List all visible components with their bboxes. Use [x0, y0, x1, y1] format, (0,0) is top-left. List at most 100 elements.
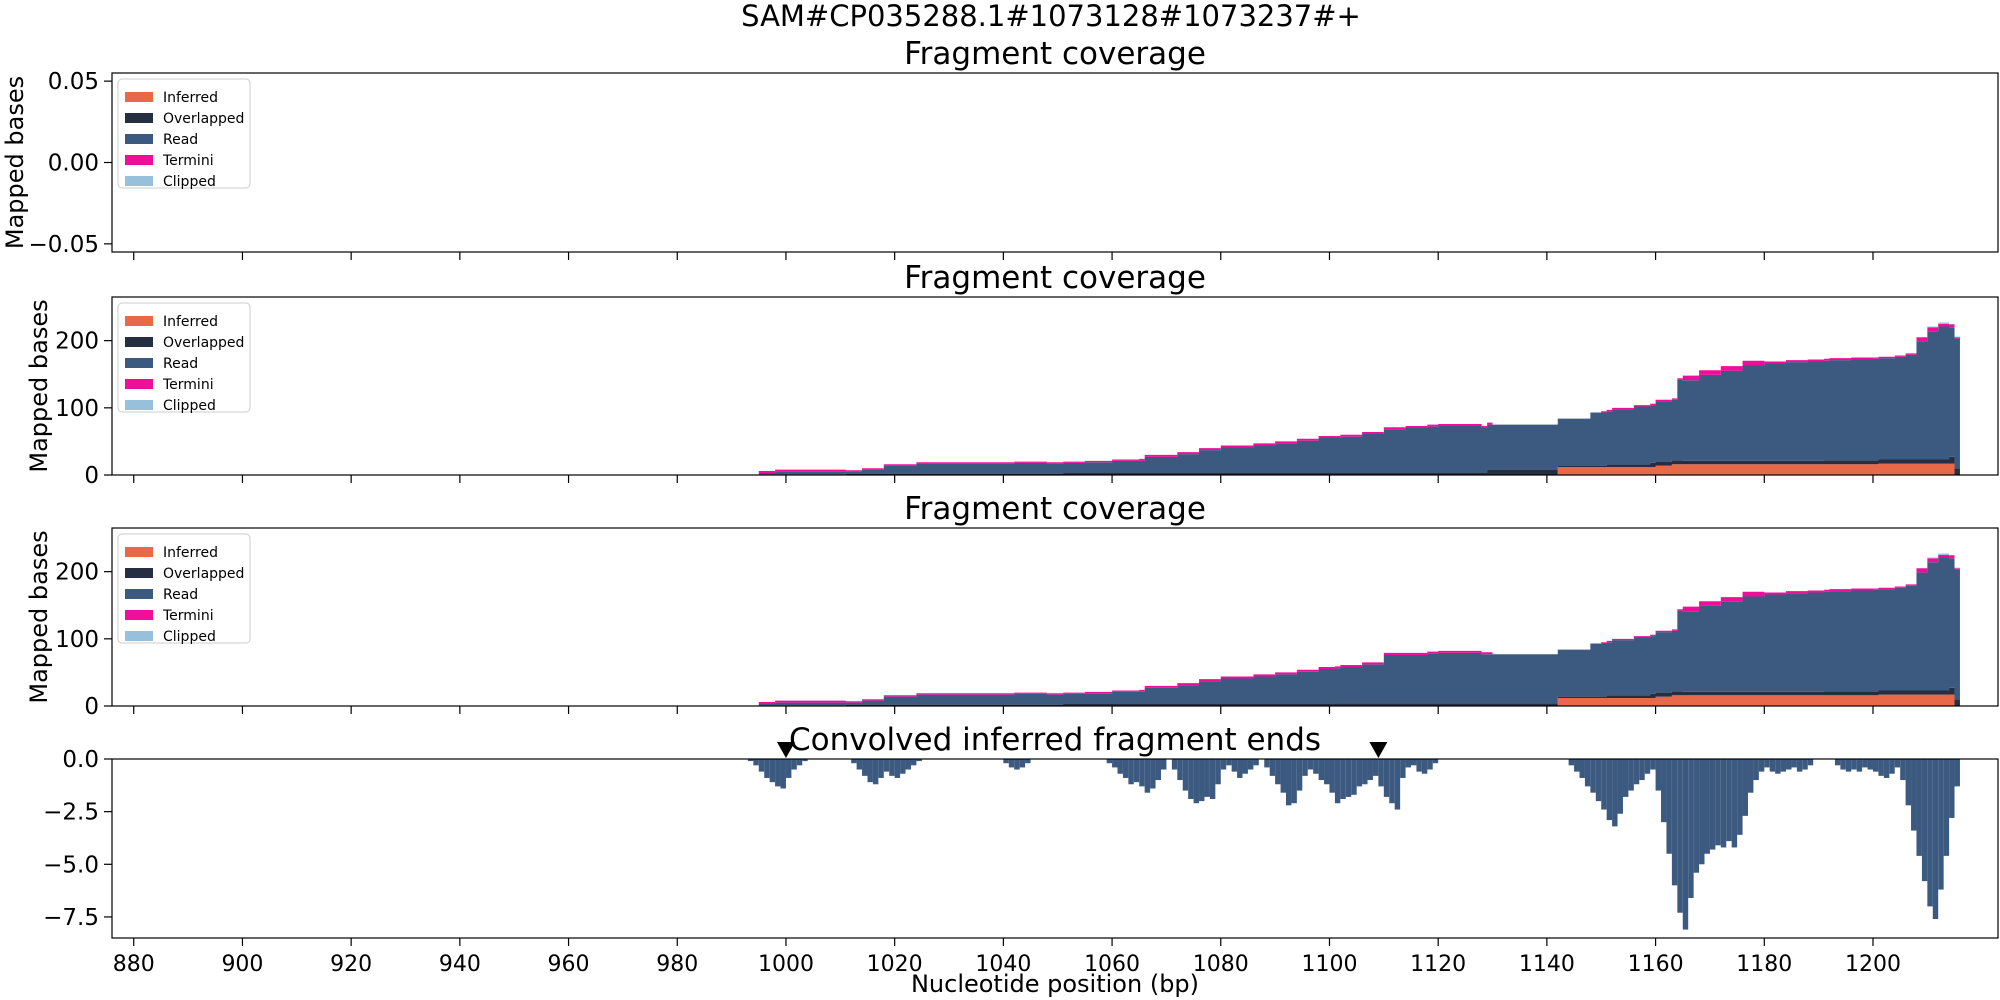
legend: Inferred Overlapped Read Termini Clipped: [117, 533, 251, 645]
legend-swatch-overlapped: [125, 337, 153, 347]
bar-1077: [1204, 759, 1210, 797]
bar-1183: [1780, 759, 1787, 772]
bar-1094: [1296, 759, 1303, 791]
x-tick-label: 1200: [1845, 952, 1901, 977]
plot-area: [747, 759, 1960, 930]
area-series-read: [731, 557, 1966, 706]
bar-1193: [1834, 759, 1841, 766]
bar-1178: [1753, 759, 1759, 781]
bar-1157: [1639, 759, 1645, 781]
bar-1149: [1595, 759, 1602, 802]
y-axis-label: Mapped bases: [25, 530, 53, 703]
x-tick-label: 1040: [975, 952, 1031, 977]
bar-1059: [1106, 759, 1113, 764]
bar-1148: [1590, 759, 1596, 793]
legend-label: Termini: [162, 608, 214, 624]
bar-1187: [1802, 759, 1808, 770]
bar-1185: [1791, 759, 1797, 768]
x-tick-label: 900: [221, 952, 263, 977]
bar-1079: [1215, 759, 1221, 785]
legend-swatch-read: [125, 134, 153, 144]
bar-1096: [1307, 759, 1314, 770]
figure-title: SAM#CP035288.1#1073128#1073237#+: [741, 0, 1361, 33]
bar-996: [764, 759, 770, 778]
x-tick-label: 1120: [1410, 952, 1466, 977]
axes-frame: [111, 758, 1999, 939]
bar-1209: [1921, 759, 1928, 882]
legend-label: Read: [163, 587, 198, 603]
bar-1147: [1584, 759, 1591, 787]
plot-area: [731, 322, 1966, 475]
bar-1118: [1427, 759, 1433, 770]
bar-1086: [1253, 759, 1259, 766]
legend-label: Termini: [162, 153, 214, 169]
bar-1093: [1291, 759, 1297, 804]
bar-1080: [1220, 759, 1227, 770]
bar-1205: [1900, 759, 1906, 781]
bar-1146: [1579, 759, 1585, 778]
legend-label: Overlapped: [163, 111, 244, 127]
bar-1199: [1867, 759, 1873, 770]
x-tick-label: 1180: [1736, 952, 1792, 977]
legend-swatch-inferred: [125, 316, 153, 326]
subplot-title: Fragment coverage: [904, 491, 1206, 527]
y-tick-label: 0: [84, 463, 99, 489]
bar-1022: [905, 759, 911, 770]
bar-1041: [1008, 759, 1015, 768]
bar-1145: [1574, 759, 1580, 772]
bar-1159: [1650, 759, 1656, 770]
bar-1000: [785, 759, 792, 778]
x-tick-label: 1000: [758, 952, 814, 977]
legend-swatch-overlapped: [125, 113, 153, 123]
bar-1114: [1405, 759, 1412, 768]
bar-1090: [1275, 759, 1281, 785]
bar-1207: [1911, 759, 1917, 831]
bar-1042: [1014, 759, 1020, 770]
bar-1085: [1247, 759, 1254, 770]
legend-label: Read: [163, 356, 198, 372]
plot-area: [731, 553, 1966, 706]
bar-1154: [1622, 759, 1629, 797]
bar-1177: [1747, 759, 1754, 793]
bar-1173: [1726, 759, 1732, 842]
legend-label: Inferred: [163, 545, 218, 561]
bar-997: [769, 759, 776, 783]
x-tick-label: 880: [113, 952, 155, 977]
axes-frame: [111, 527, 1999, 707]
bar-1116: [1416, 759, 1422, 772]
legend: Inferred Overlapped Read Termini Clipped: [117, 302, 251, 414]
bar-1063: [1128, 759, 1134, 785]
bar-1076: [1199, 759, 1205, 802]
bar-1172: [1720, 759, 1727, 848]
bar-1212: [1938, 759, 1944, 890]
bar-1200: [1872, 759, 1879, 772]
bar-1156: [1633, 759, 1640, 785]
bar-1197: [1856, 759, 1863, 772]
bar-1105: [1356, 759, 1363, 787]
bar-1066: [1144, 759, 1151, 793]
y-tick-label: −7.5: [43, 905, 99, 931]
subplot-2: Fragment coverage Mapped bases 0 100 200 Infe…: [25, 260, 1999, 489]
legend-label: Clipped: [163, 629, 216, 645]
subplot-4: Convolved inferred fragment ends 0.0 −2.5 −…: [43, 722, 1999, 998]
bar-1208: [1916, 759, 1922, 856]
legend-label: Termini: [162, 377, 214, 393]
legend: Inferred Overlapped Read Termini Clipped: [117, 78, 251, 190]
bar-1098: [1318, 759, 1325, 781]
bar-1215: [1954, 759, 1960, 787]
bar-1186: [1796, 759, 1803, 772]
bar-1001: [791, 759, 797, 770]
bar-1202: [1883, 759, 1890, 778]
x-axis-label: Nucleotide position (bp): [911, 970, 1199, 998]
bar-1102: [1340, 759, 1346, 800]
bar-1097: [1313, 759, 1319, 774]
y-tick-label: 0.00: [48, 151, 99, 177]
bar-1088: [1264, 759, 1270, 768]
x-tick-label: 980: [656, 952, 698, 977]
legend-label: Inferred: [163, 314, 218, 330]
bar-1153: [1617, 759, 1623, 814]
bar-1170: [1709, 759, 1716, 850]
bar-1073: [1182, 759, 1189, 791]
y-tick-label: 0.05: [48, 69, 99, 95]
